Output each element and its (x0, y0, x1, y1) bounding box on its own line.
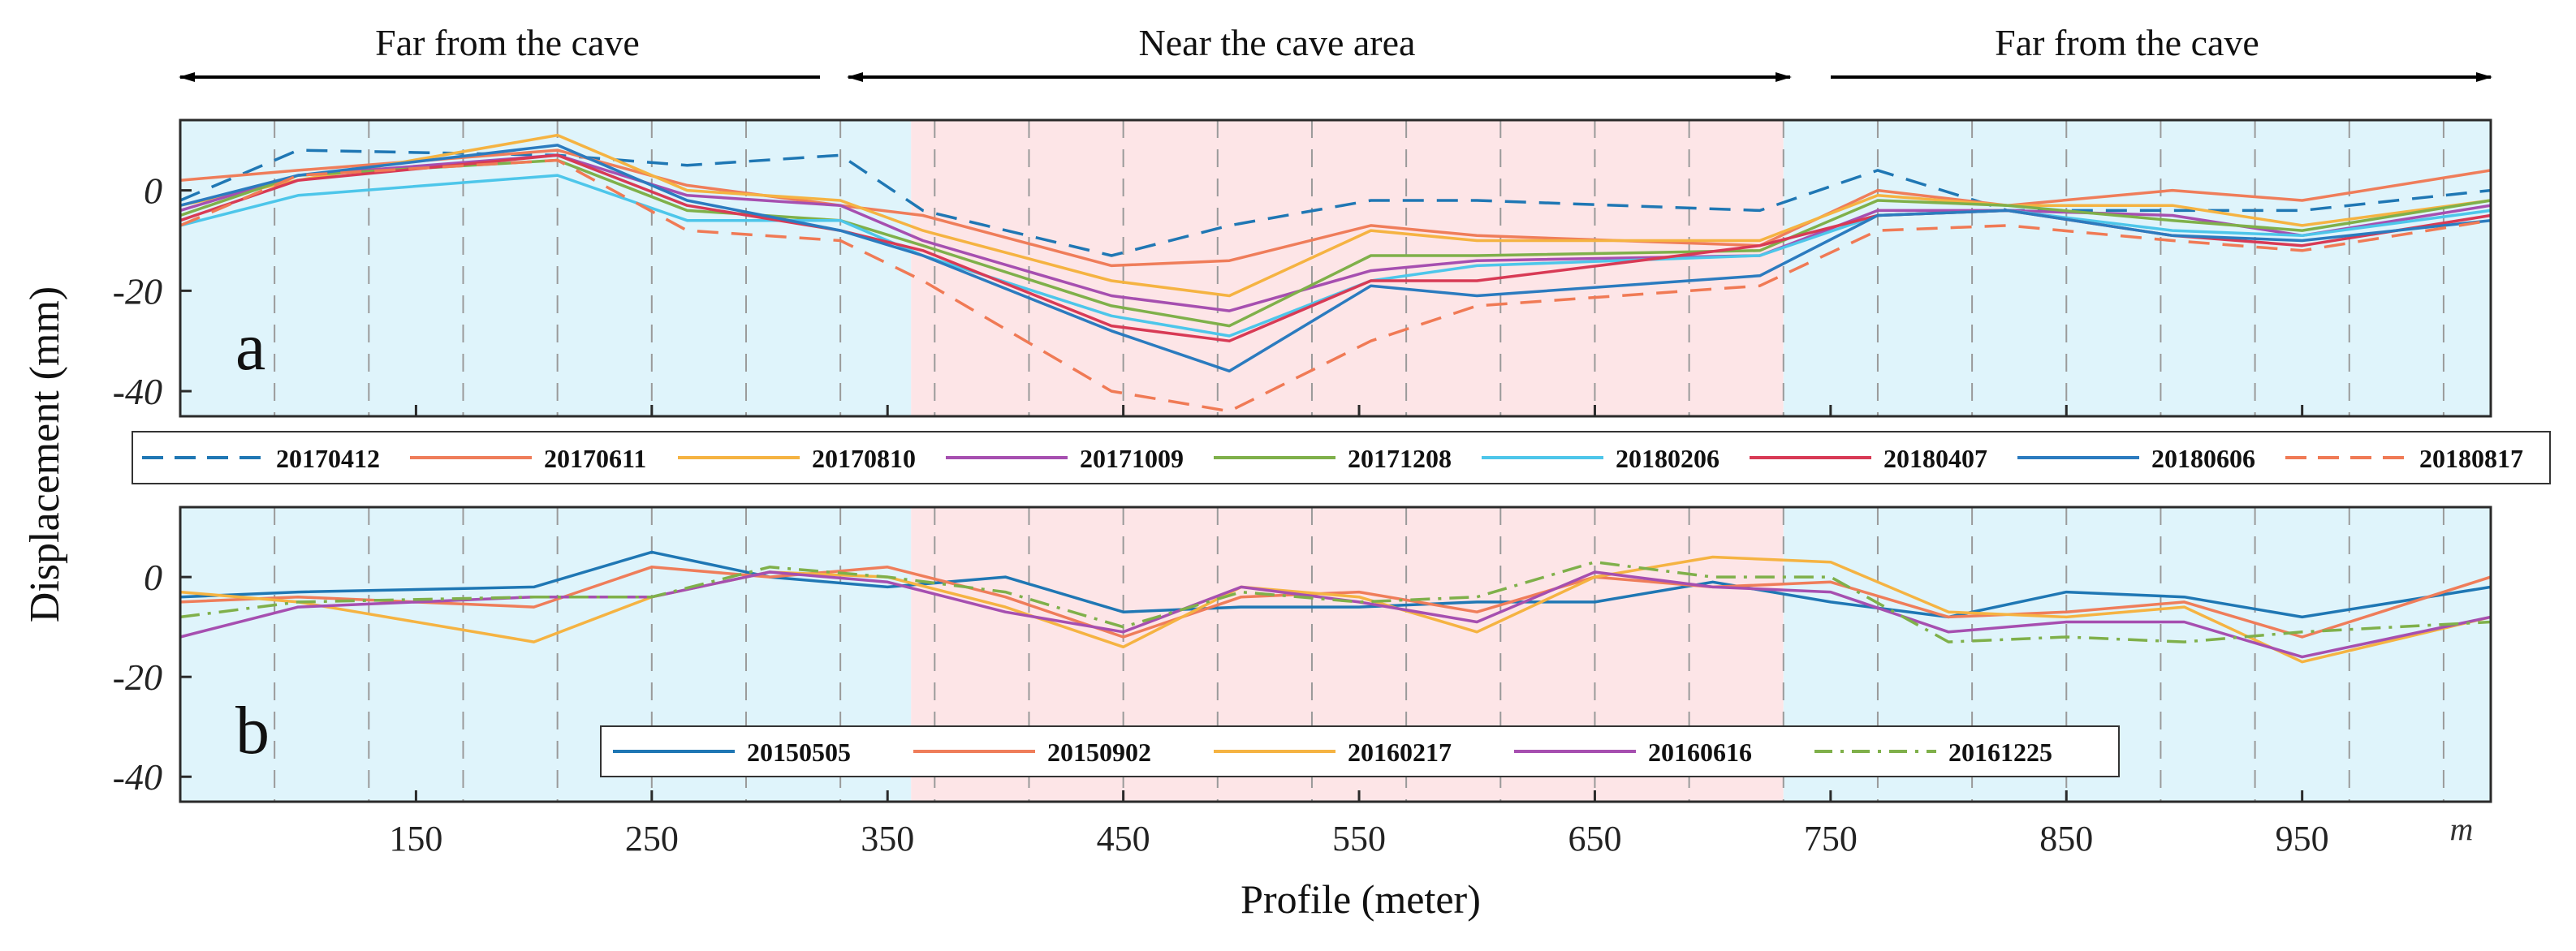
panel-b-legend-label-20150902: 20150902 (1047, 738, 1151, 767)
panel-b-ytick-label: -40 (113, 756, 162, 798)
x-tick-label: 550 (1332, 819, 1386, 858)
x-unit-label: m (2450, 811, 2474, 847)
x-tick-label: 350 (861, 819, 914, 858)
panel-a-ytick-label: -40 (113, 371, 162, 412)
panel-b-series-20150505 (179, 550, 2492, 619)
region-right-label: Far from the cave (1995, 22, 2259, 63)
panel-a-zone-far-2 (1783, 120, 2491, 416)
region-center-label: Near the cave area (1139, 22, 1416, 63)
y-axis-label: Displacement (mm) (22, 286, 68, 622)
panel-b-legend-label-20150505: 20150505 (747, 738, 851, 767)
panel-a-legend-label-20170810: 20170810 (812, 444, 916, 473)
panel-a-ytick-label: 0 (144, 170, 162, 212)
panel-b-label: b (235, 693, 270, 768)
panel-a-series-20170611 (179, 148, 2492, 268)
panel-a-legend-label-20180407: 20180407 (1883, 444, 1987, 473)
panel-b-frame (179, 506, 2492, 803)
legend-a-box (132, 431, 2551, 484)
x-tick-label: 750 (1804, 819, 1858, 858)
panel-a-legend-label-20180817: 20180817 (2419, 444, 2523, 473)
panel-b-legend-label-20160217: 20160217 (1348, 738, 1452, 767)
panel-a-series-20180206 (179, 174, 2492, 338)
x-tick-label: 250 (625, 819, 679, 858)
region-left-label: Far from the cave (375, 22, 640, 63)
panel-b-legend-label-20160616: 20160616 (1648, 738, 1752, 767)
panel-a-ytick-label: -20 (113, 270, 162, 312)
panel-b-ytick-label: -20 (113, 656, 162, 698)
panel-a-label: a (235, 309, 265, 385)
panel-a-legend-label-20180606: 20180606 (2151, 444, 2255, 473)
panel-a: 0 -20 -40 a (113, 118, 2492, 418)
panel-a-series-20170412 (179, 148, 2492, 257)
x-tick-label: 450 (1097, 819, 1150, 858)
legend-a: 20170412 20170611 20170810 20171009 20171208… (132, 431, 2551, 484)
x-tick-label: 950 (2276, 819, 2329, 858)
x-tick-label: 850 (2039, 819, 2093, 858)
region-annotations: Far from the cave Near the cave area Far… (179, 22, 2492, 82)
legend-b: 20150505 20150902 20160217 20160616 20161225 (600, 725, 2120, 777)
panel-a-frame (179, 118, 2492, 418)
panel-a-legend-label-20171009: 20171009 (1080, 444, 1184, 473)
x-axis-label: Profile (meter) (1241, 876, 1481, 922)
panel-a-zone-far-0 (180, 120, 912, 416)
panel-a-legend-label-20180206: 20180206 (1616, 444, 1719, 473)
panel-a-legend-label-20170412: 20170412 (276, 444, 380, 473)
panel-a-series-20180817 (179, 158, 2492, 413)
panel-a-series-20180606 (179, 144, 2492, 373)
panel-a-legend-label-20171208: 20171208 (1348, 444, 1452, 473)
panel-b-series-20150902 (179, 566, 2492, 639)
x-tick-label: 650 (1568, 819, 1621, 858)
panel-b-ytick-label: 0 (144, 557, 162, 598)
panel-a-series-20171208 (179, 158, 2492, 328)
panel-b-legend-label-20161225: 20161225 (1948, 738, 2052, 767)
x-axis: 150 250 350 450 550 650 750 850 950 (389, 405, 2329, 858)
panel-b-series-20161225 (179, 560, 2492, 643)
x-tick-label: 150 (389, 819, 442, 858)
panel-a-legend-label-20170611: 20170611 (544, 444, 646, 473)
panel-a-series-20170810 (179, 133, 2492, 298)
